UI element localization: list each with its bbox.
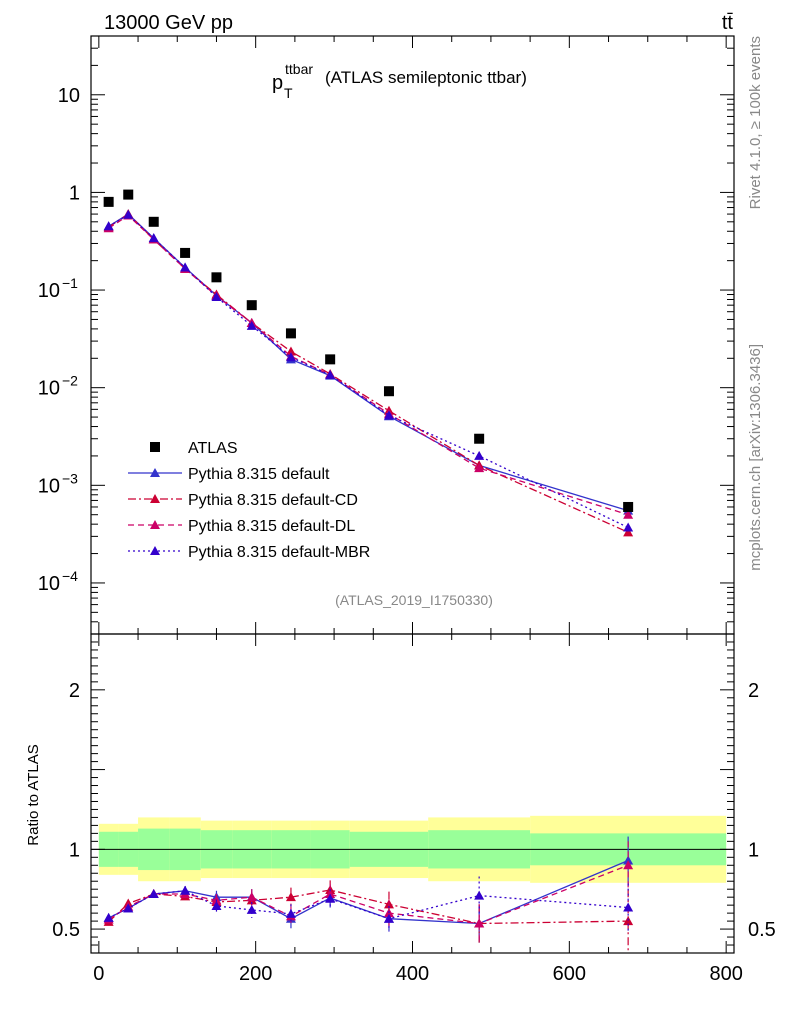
legend: ATLAS Pythia 8.315 default Pythia 8.315 de… xyxy=(128,440,370,561)
legend-label-dl: Pythia 8.315 default-DL xyxy=(188,518,355,535)
series-marker-mbr xyxy=(246,320,257,330)
y-tick-label: 10 xyxy=(58,85,80,107)
ratio-marker-mbr xyxy=(123,903,134,913)
atlas-data-point xyxy=(103,196,114,207)
series-marker-mbr xyxy=(180,262,191,272)
legend-marker-default xyxy=(150,468,160,477)
series-line-mbr xyxy=(108,213,629,529)
ratio-y-tick-label-right: 1 xyxy=(748,839,759,861)
ratio-y-tick-label: 0.5 xyxy=(52,919,80,941)
atlas-data-point xyxy=(325,354,336,365)
series-line-dl xyxy=(108,214,629,516)
ratio-y-tick-label-right: 0.5 xyxy=(748,919,776,941)
ratio-plot-frame xyxy=(90,633,735,954)
ratio-marker-mbr xyxy=(180,885,191,895)
ratio-marker-mbr xyxy=(325,893,336,903)
atlas-data-point xyxy=(148,216,159,227)
y-tick-exponent: −1 xyxy=(62,275,78,291)
rivet-label: Rivet 4.1.0, ≥ 100k events xyxy=(747,36,764,209)
title-rest: (ATLAS semileptonic ttbar) xyxy=(325,68,527,87)
ratio-plot-layer xyxy=(103,836,634,953)
atlas-data-point xyxy=(474,433,485,444)
series-marker-dl xyxy=(623,509,634,519)
legend-label-cd: Pythia 8.315 default-CD xyxy=(188,492,358,509)
ratio-ylabel: Ratio to ATLAS xyxy=(25,744,42,845)
series-marker-mbr xyxy=(325,369,336,379)
x-tick-label: 0 xyxy=(93,963,104,985)
ratio-marker-mbr xyxy=(623,902,634,912)
ratio-marker-mbr xyxy=(474,890,485,900)
y-tick-label: 10 xyxy=(38,378,60,400)
series-marker-cd xyxy=(285,346,296,356)
x-tick-label: 400 xyxy=(396,963,429,985)
ratio-marker-mbr xyxy=(383,913,394,923)
series-marker-mbr xyxy=(211,291,222,301)
y-tick-exponent: −2 xyxy=(62,373,78,389)
ratio-y-tick-label-right: 2 xyxy=(748,680,759,702)
title-main: p xyxy=(272,72,283,94)
series-marker-mbr xyxy=(103,221,114,231)
series-marker-mbr xyxy=(123,209,134,219)
ratio-line-mbr xyxy=(108,890,629,920)
y-tick-exponent: −4 xyxy=(62,568,78,584)
ratio-marker-dl xyxy=(325,888,336,898)
y-tick-label: 10 xyxy=(38,573,60,595)
legend-marker-mbr xyxy=(150,546,160,555)
x-tick-label: 200 xyxy=(239,963,272,985)
title-subscript: T xyxy=(284,85,293,101)
ratio-y-tick-label: 2 xyxy=(69,680,80,702)
ratio-marker-mbr xyxy=(246,904,257,914)
atlas-data-point xyxy=(123,189,134,200)
y-tick-exponent: −3 xyxy=(62,470,78,486)
series-marker-mbr xyxy=(474,450,485,460)
header-left-label: 13000 GeV pp xyxy=(104,12,233,34)
ratio-marker-mbr xyxy=(148,888,159,898)
legend-marker-atlas xyxy=(150,442,160,452)
ratio-marker-dl xyxy=(246,892,257,902)
series-line-default xyxy=(108,213,629,512)
series-marker-mbr xyxy=(148,233,159,243)
x-tick-label: 600 xyxy=(553,963,586,985)
y-tick-label: 10 xyxy=(38,475,60,497)
atlas-data-point xyxy=(211,272,222,283)
series-line-cd xyxy=(108,213,629,533)
analysis-id: (ATLAS_2019_I1750330) xyxy=(335,592,493,608)
main-plot-layer xyxy=(103,189,634,537)
legend-label-default: Pythia 8.315 default xyxy=(188,466,330,483)
ratio-marker-mbr xyxy=(285,908,296,918)
atlas-data-point xyxy=(246,300,257,311)
ratio-marker-mbr xyxy=(103,912,114,922)
series-marker-mbr xyxy=(285,352,296,362)
ratio-line-cd xyxy=(108,889,629,925)
series-marker-dl xyxy=(474,463,485,473)
legend-marker-dl xyxy=(150,520,160,529)
ratio-uncertainty-bands xyxy=(91,815,734,883)
title-superscript: ttbar xyxy=(285,61,313,77)
x-tick-label: 800 xyxy=(709,963,742,985)
ratio-marker-dl xyxy=(474,918,485,928)
mcplots-label: mcplots.cern.ch [arXiv:1306.3436] xyxy=(747,344,764,571)
series-marker-mbr xyxy=(383,410,394,420)
ratio-marker-dl xyxy=(623,860,634,870)
atlas-data-point xyxy=(285,328,296,339)
legend-label-atlas: ATLAS xyxy=(188,440,238,457)
ratio-marker-default xyxy=(623,855,634,865)
series-marker-cd xyxy=(623,527,634,537)
ratio-y-tick-label: 1 xyxy=(69,839,80,861)
y-tick-label: 10 xyxy=(38,280,60,302)
atlas-data-point xyxy=(180,247,191,258)
legend-marker-cd xyxy=(150,494,160,503)
ratio-marker-mbr xyxy=(211,900,222,910)
series-marker-mbr xyxy=(623,522,634,532)
atlas-data-point xyxy=(383,386,394,397)
header-right-label: tt̄ xyxy=(722,12,734,34)
y-tick-label: 1 xyxy=(69,182,80,204)
ratio-marker-cd xyxy=(285,892,296,902)
legend-label-mbr: Pythia 8.315 default-MBR xyxy=(188,544,370,561)
chart-title: p T ttbar (ATLAS semileptonic ttbar) xyxy=(272,61,527,101)
atlas-data-point xyxy=(623,501,634,512)
